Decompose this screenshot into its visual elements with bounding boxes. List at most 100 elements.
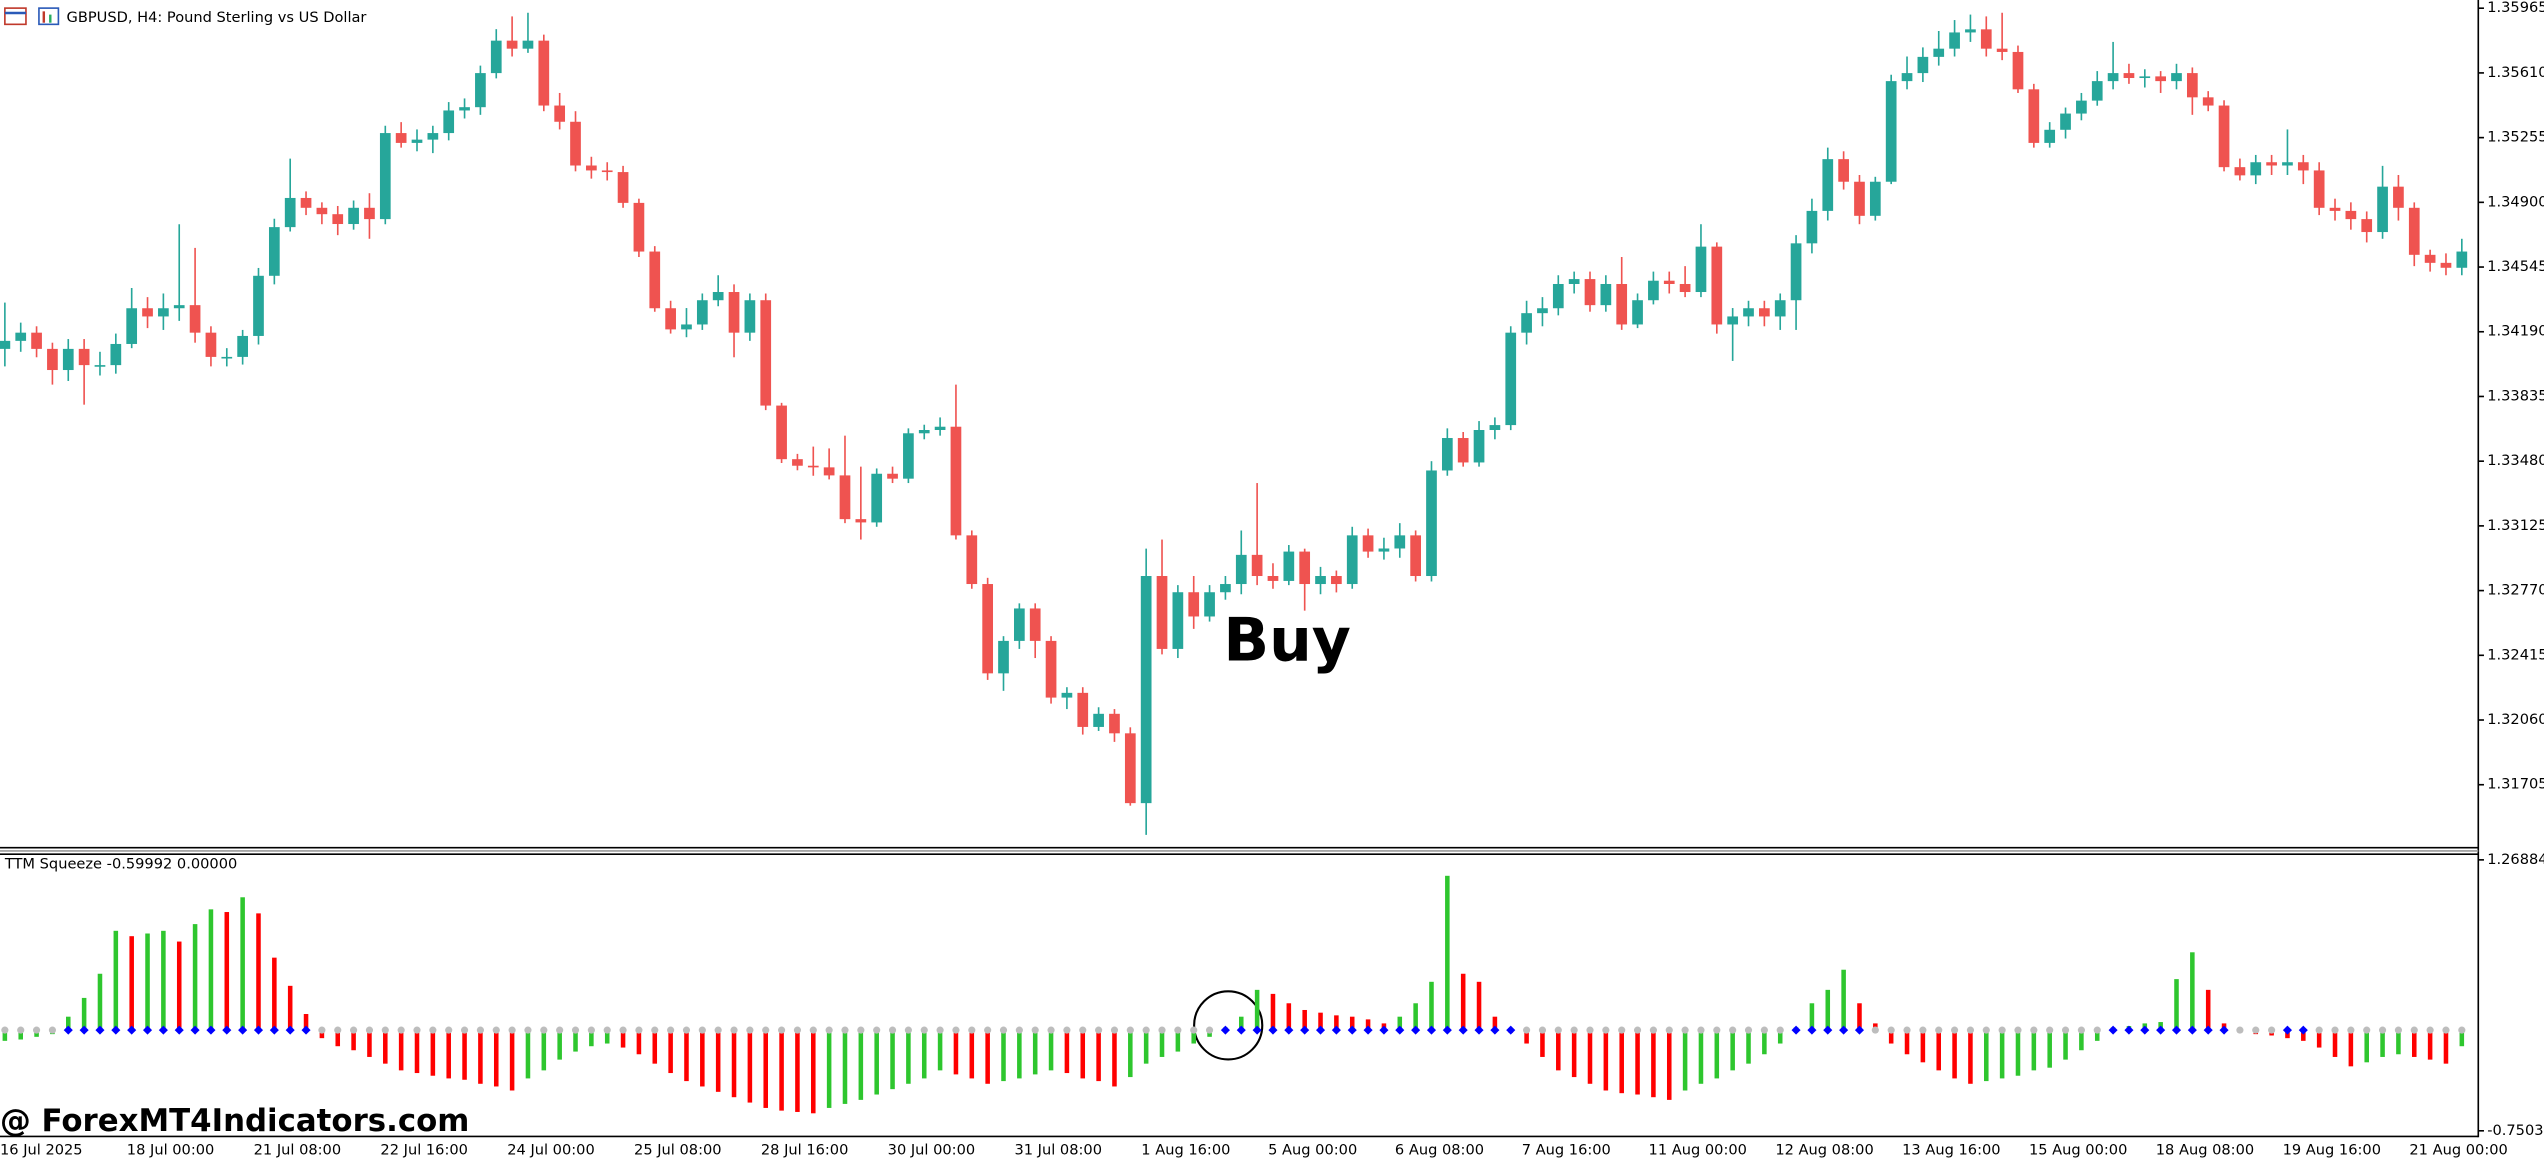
candle-body — [966, 535, 978, 585]
squeeze-on-dot — [269, 1025, 279, 1035]
candle-body — [950, 426, 962, 536]
price-tick-label: 1.34190 — [2487, 323, 2544, 340]
candle-body — [1790, 243, 1802, 301]
squeeze-off-dot — [2236, 1026, 2244, 1034]
histogram-bar — [161, 930, 166, 1031]
candle-body — [696, 300, 708, 325]
histogram-bar — [826, 1030, 832, 1108]
candle-body — [2139, 76, 2151, 79]
candle-body — [1980, 29, 1992, 49]
squeeze-on-dot — [1379, 1025, 1389, 1035]
candle-body — [554, 105, 566, 122]
squeeze-off-dot — [1110, 1026, 1119, 1034]
candle-body — [839, 475, 851, 520]
candle-body — [2202, 97, 2214, 106]
candle-body — [776, 405, 787, 460]
squeeze-on-dot — [1854, 1025, 1865, 1035]
histogram-bar — [1365, 1019, 1371, 1031]
candle-body — [1045, 640, 1057, 698]
candle-body — [1838, 159, 1849, 182]
histogram-bar — [700, 1030, 705, 1087]
candle-body — [760, 300, 772, 406]
candle-body — [110, 343, 122, 366]
candle-body — [1711, 246, 1723, 325]
candle-body — [379, 133, 391, 220]
candle-body — [158, 308, 169, 317]
candle-body — [1029, 608, 1041, 641]
candle-body — [1093, 713, 1104, 727]
price-tick-label: 1.32770 — [2487, 582, 2544, 599]
histogram-bar — [2205, 989, 2211, 1031]
squeeze-off-dot — [540, 1026, 548, 1034]
histogram-bar — [1999, 1030, 2005, 1079]
candle-body — [2107, 73, 2119, 82]
squeeze-on-dot — [2124, 1025, 2134, 1035]
histogram-bar — [1762, 1030, 1767, 1055]
squeeze-off-dot — [508, 1026, 516, 1034]
candle-body — [2012, 51, 2024, 90]
candle-body — [268, 227, 280, 276]
candle-body — [47, 348, 58, 371]
candle-body — [1473, 430, 1485, 463]
squeeze-off-dot — [1015, 1026, 1023, 1034]
histogram-bar — [842, 1030, 848, 1104]
squeeze-on-dot — [1426, 1025, 1437, 1035]
histogram-bar — [81, 997, 87, 1031]
squeeze-off-dot — [1951, 1026, 1959, 1034]
squeeze-on-dot — [1823, 1025, 1833, 1035]
candle-body — [570, 121, 581, 166]
candle-body — [1806, 210, 1818, 244]
squeeze-off-dot — [2363, 1026, 2371, 1034]
histogram-bar — [1429, 981, 1434, 1031]
candle-body — [1854, 181, 1865, 216]
candle-body — [1822, 159, 1834, 211]
squeeze-off-dot — [635, 1026, 643, 1034]
candle-body — [1220, 584, 1231, 593]
squeeze-on-dot — [2187, 1025, 2197, 1035]
histogram-bar — [2427, 1030, 2433, 1060]
histogram-bar — [509, 1030, 515, 1091]
chart-icons — [4, 7, 60, 26]
squeeze-off-dot — [714, 1026, 722, 1034]
indicator-tick-label: -0.75039 — [2487, 1122, 2544, 1139]
squeeze-on-dot — [1442, 1025, 1452, 1035]
candle-body — [807, 465, 819, 468]
squeeze-off-dot — [793, 1026, 802, 1034]
time-tick-label: 25 Jul 08:00 — [634, 1141, 722, 1158]
histogram-bar — [335, 1030, 341, 1047]
histogram-bar — [985, 1030, 990, 1084]
candle-body — [2266, 162, 2277, 166]
squeeze-on-dot — [63, 1025, 73, 1035]
candle-body — [633, 202, 645, 252]
candle-body — [2155, 76, 2167, 82]
time-tick-label: 18 Aug 08:00 — [2156, 1141, 2254, 1158]
histogram-bar — [2190, 952, 2195, 1031]
squeeze-off-dot — [1665, 1026, 1673, 1034]
squeeze-off-dot — [730, 1026, 738, 1034]
histogram-bar — [1254, 989, 1260, 1031]
candle-body — [649, 251, 661, 309]
histogram-bar — [1540, 1030, 1545, 1057]
time-tick-label: 22 Jul 16:00 — [380, 1141, 468, 1158]
candle-body — [1505, 332, 1517, 426]
candle-body — [887, 473, 898, 479]
histogram-bar — [2, 1030, 8, 1041]
squeeze-on-dot — [1411, 1025, 1421, 1035]
squeeze-off-dot — [1031, 1026, 1039, 1034]
histogram-bar — [2015, 1030, 2021, 1076]
candles — [0, 12, 2468, 835]
candle-body — [1188, 592, 1200, 617]
squeeze-off-dot — [904, 1026, 912, 1034]
time-tick-label: 11 Aug 00:00 — [1649, 1141, 1747, 1158]
candle-body — [2091, 81, 2103, 101]
histogram-bar — [1096, 1030, 1101, 1082]
candle-body — [1996, 48, 2008, 52]
candle-body — [1441, 438, 1453, 471]
price-tick-label: 1.31705 — [2487, 776, 2544, 793]
histogram-bar — [2316, 1030, 2322, 1048]
squeeze-on-dot — [2156, 1025, 2166, 1035]
histogram-bar — [1112, 1030, 1117, 1087]
candle-body — [1013, 608, 1025, 641]
buy-annotation: Buy — [1223, 606, 1351, 676]
candle-body — [2329, 207, 2341, 211]
